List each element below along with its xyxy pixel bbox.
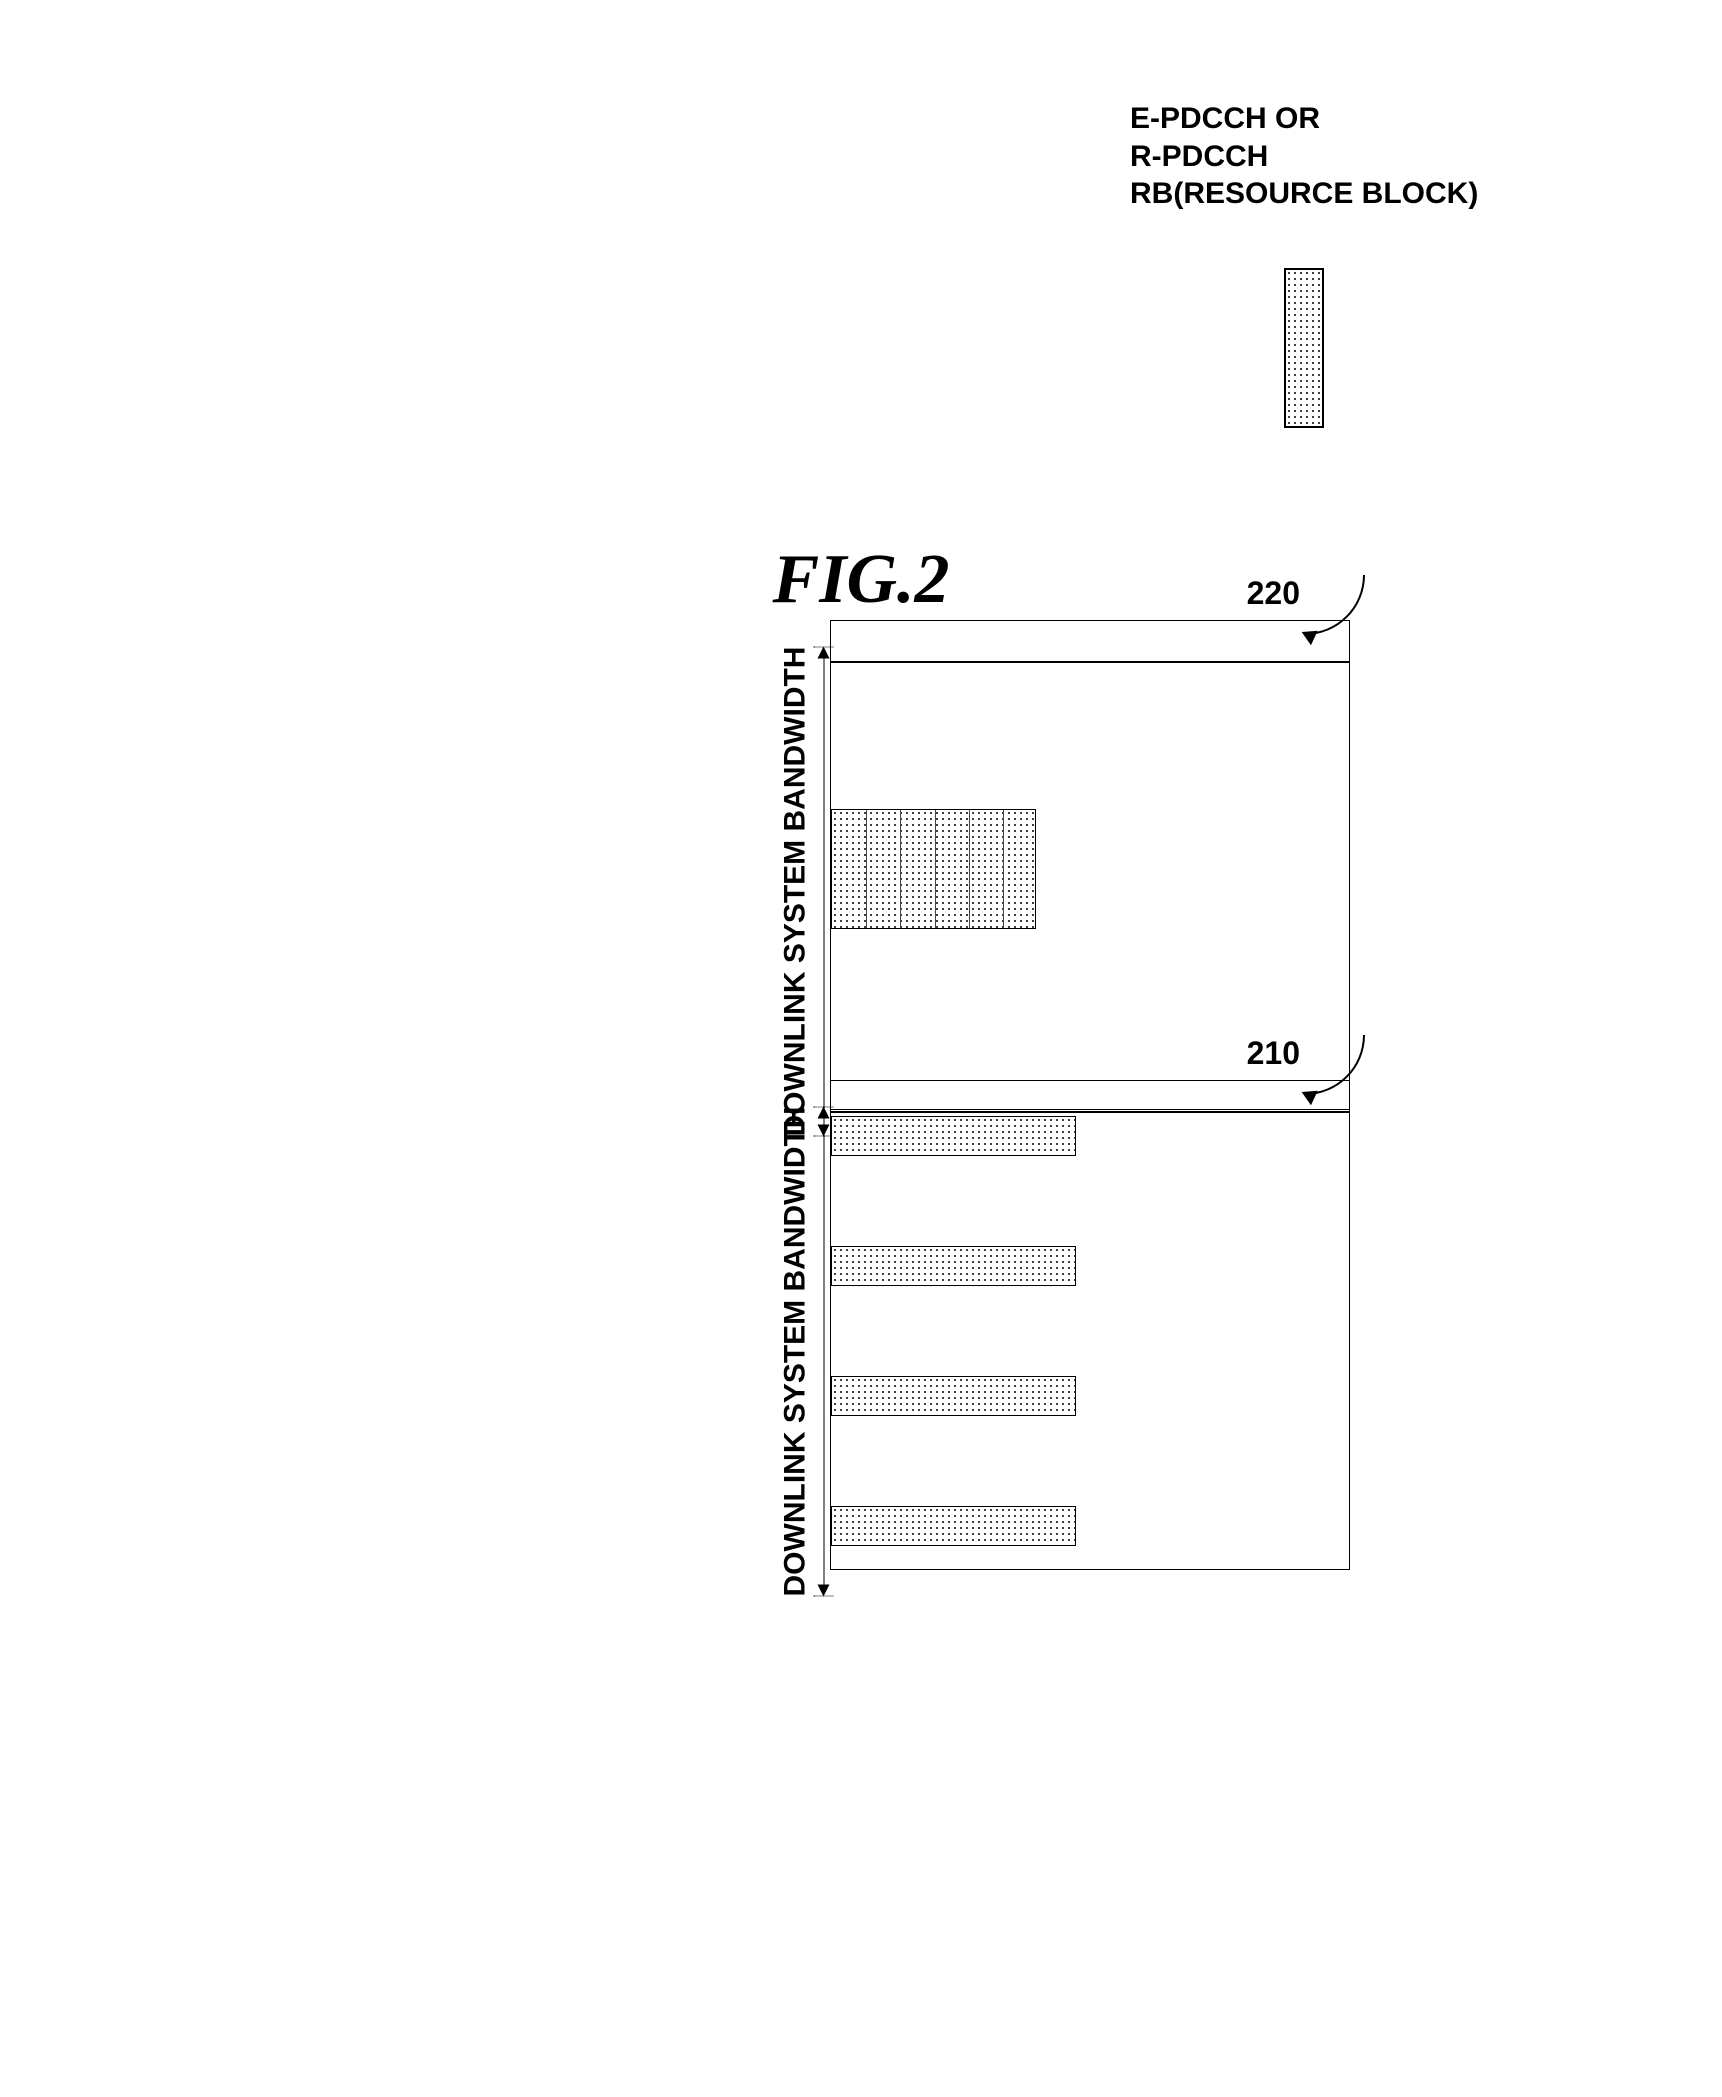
panel-210: 210 DOWNLINK SYSTEM BANDWIDTH PDCCH REGI… bbox=[830, 1080, 1350, 1570]
figure-title: FIG.2 bbox=[773, 540, 950, 620]
rb-group-220 bbox=[831, 809, 1036, 929]
pdcch-line-220 bbox=[831, 661, 1349, 663]
bw-label-220: DOWNLINK SYSTEM BANDWIDTH bbox=[779, 632, 832, 1152]
frame-210 bbox=[830, 1080, 1350, 1570]
rb-block-210-2 bbox=[831, 1376, 1076, 1416]
ref-220-number: 220 bbox=[1247, 575, 1300, 612]
legend-swatch bbox=[1284, 268, 1324, 428]
rb-block-210-3 bbox=[831, 1506, 1076, 1546]
ref-210-number: 210 bbox=[1247, 1035, 1300, 1072]
legend: E-PDCCH OR R-PDCCH RB(RESOURCE BLOCK) bbox=[1130, 100, 1478, 428]
rb-block-210-1 bbox=[831, 1246, 1076, 1286]
bw-label-210-text: DOWNLINK SYSTEM BANDWIDTH bbox=[779, 1107, 812, 1597]
bw-label-220-text: DOWNLINK SYSTEM BANDWIDTH bbox=[779, 647, 812, 1137]
bw-label-210: DOWNLINK SYSTEM BANDWIDTH bbox=[779, 1092, 832, 1612]
legend-text: E-PDCCH OR R-PDCCH RB(RESOURCE BLOCK) bbox=[1130, 100, 1478, 213]
pdcch-line-210 bbox=[831, 1111, 1349, 1113]
rb-block-210-0 bbox=[831, 1116, 1076, 1156]
